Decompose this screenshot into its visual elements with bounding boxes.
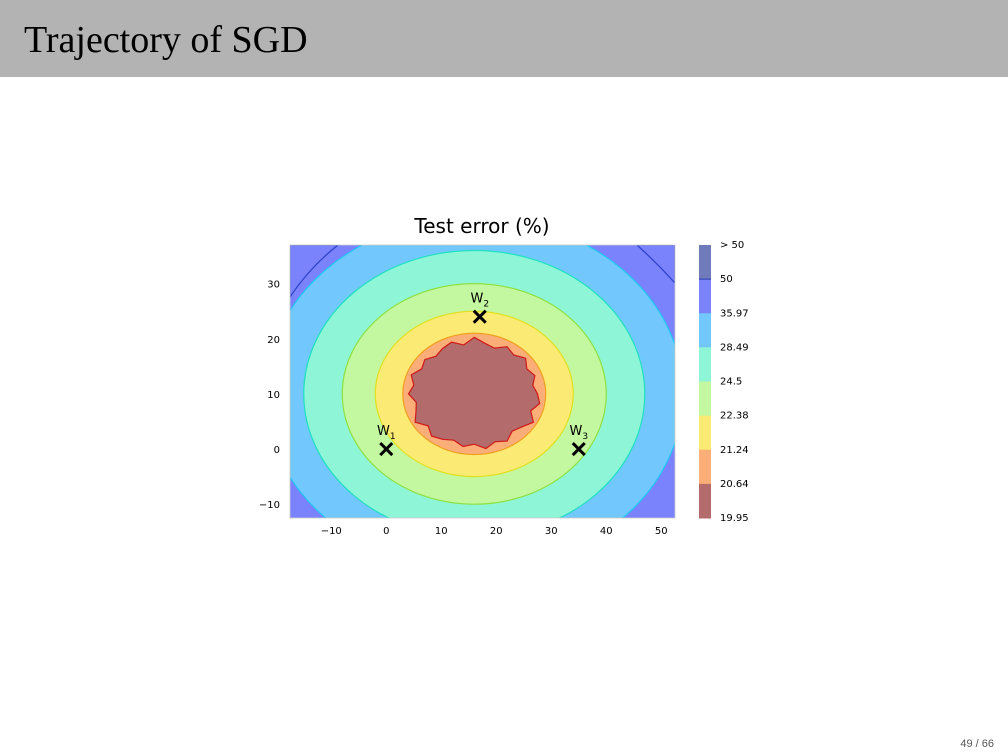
slide-title: Trajectory of SGD: [24, 19, 308, 61]
x-tick-label: −10: [321, 526, 342, 537]
colorbar-swatch: [699, 449, 711, 485]
x-tick-label: 30: [545, 526, 558, 537]
colorbar-label: 50: [720, 274, 733, 285]
plot-frame: [289, 244, 676, 519]
contour-corner-topleft: [290, 245, 339, 299]
colorbar-label: 24.5: [720, 377, 742, 388]
x-tick-label: 0: [383, 526, 389, 537]
y-tick-label: 20: [267, 335, 280, 346]
title-bar: [0, 0, 1008, 77]
colorbar-label: 35.97: [720, 308, 749, 319]
colorbar-swatch: [699, 483, 711, 519]
point-marker-w2: W2: [470, 292, 489, 324]
colorbar: > 50 50 35.97 28.49 24.5 22.38 21.24 20.64 19.95: [699, 240, 749, 524]
page-number: 49 / 66: [960, 738, 994, 750]
y-tick-label: 30: [267, 280, 280, 291]
x-tick-label: 50: [655, 526, 668, 537]
contour-minimum-region: [407, 336, 541, 450]
colorbar-label: 28.49: [720, 342, 749, 353]
y-tick-label: −10: [259, 500, 280, 511]
x-tick-label: 10: [435, 526, 448, 537]
colorbar-swatch: [699, 245, 711, 280]
colorbar-swatch: [699, 279, 711, 314]
colorbar-label: 20.64: [720, 479, 749, 490]
colorbar-swatch: [699, 381, 711, 417]
colorbar-label: 19.95: [720, 513, 749, 524]
colorbar-label: > 50: [720, 240, 744, 251]
colorbar-label: 22.38: [720, 411, 749, 422]
x-tick-label: 40: [600, 526, 613, 537]
colorbar-swatch: [699, 415, 711, 451]
colorbar-label: 21.24: [720, 445, 749, 456]
plot-area: [290, 245, 675, 518]
chart-title: Test error (%): [413, 214, 549, 238]
x-tick-label: 20: [490, 526, 503, 537]
y-tick-label: 10: [267, 390, 280, 401]
colorbar-swatch: [699, 313, 711, 348]
colorbar-swatch: [699, 347, 711, 382]
axes: −10 0 10 20 30 40 50 −10 0 10 20 30: [259, 280, 668, 537]
y-tick-label: 0: [274, 445, 280, 456]
